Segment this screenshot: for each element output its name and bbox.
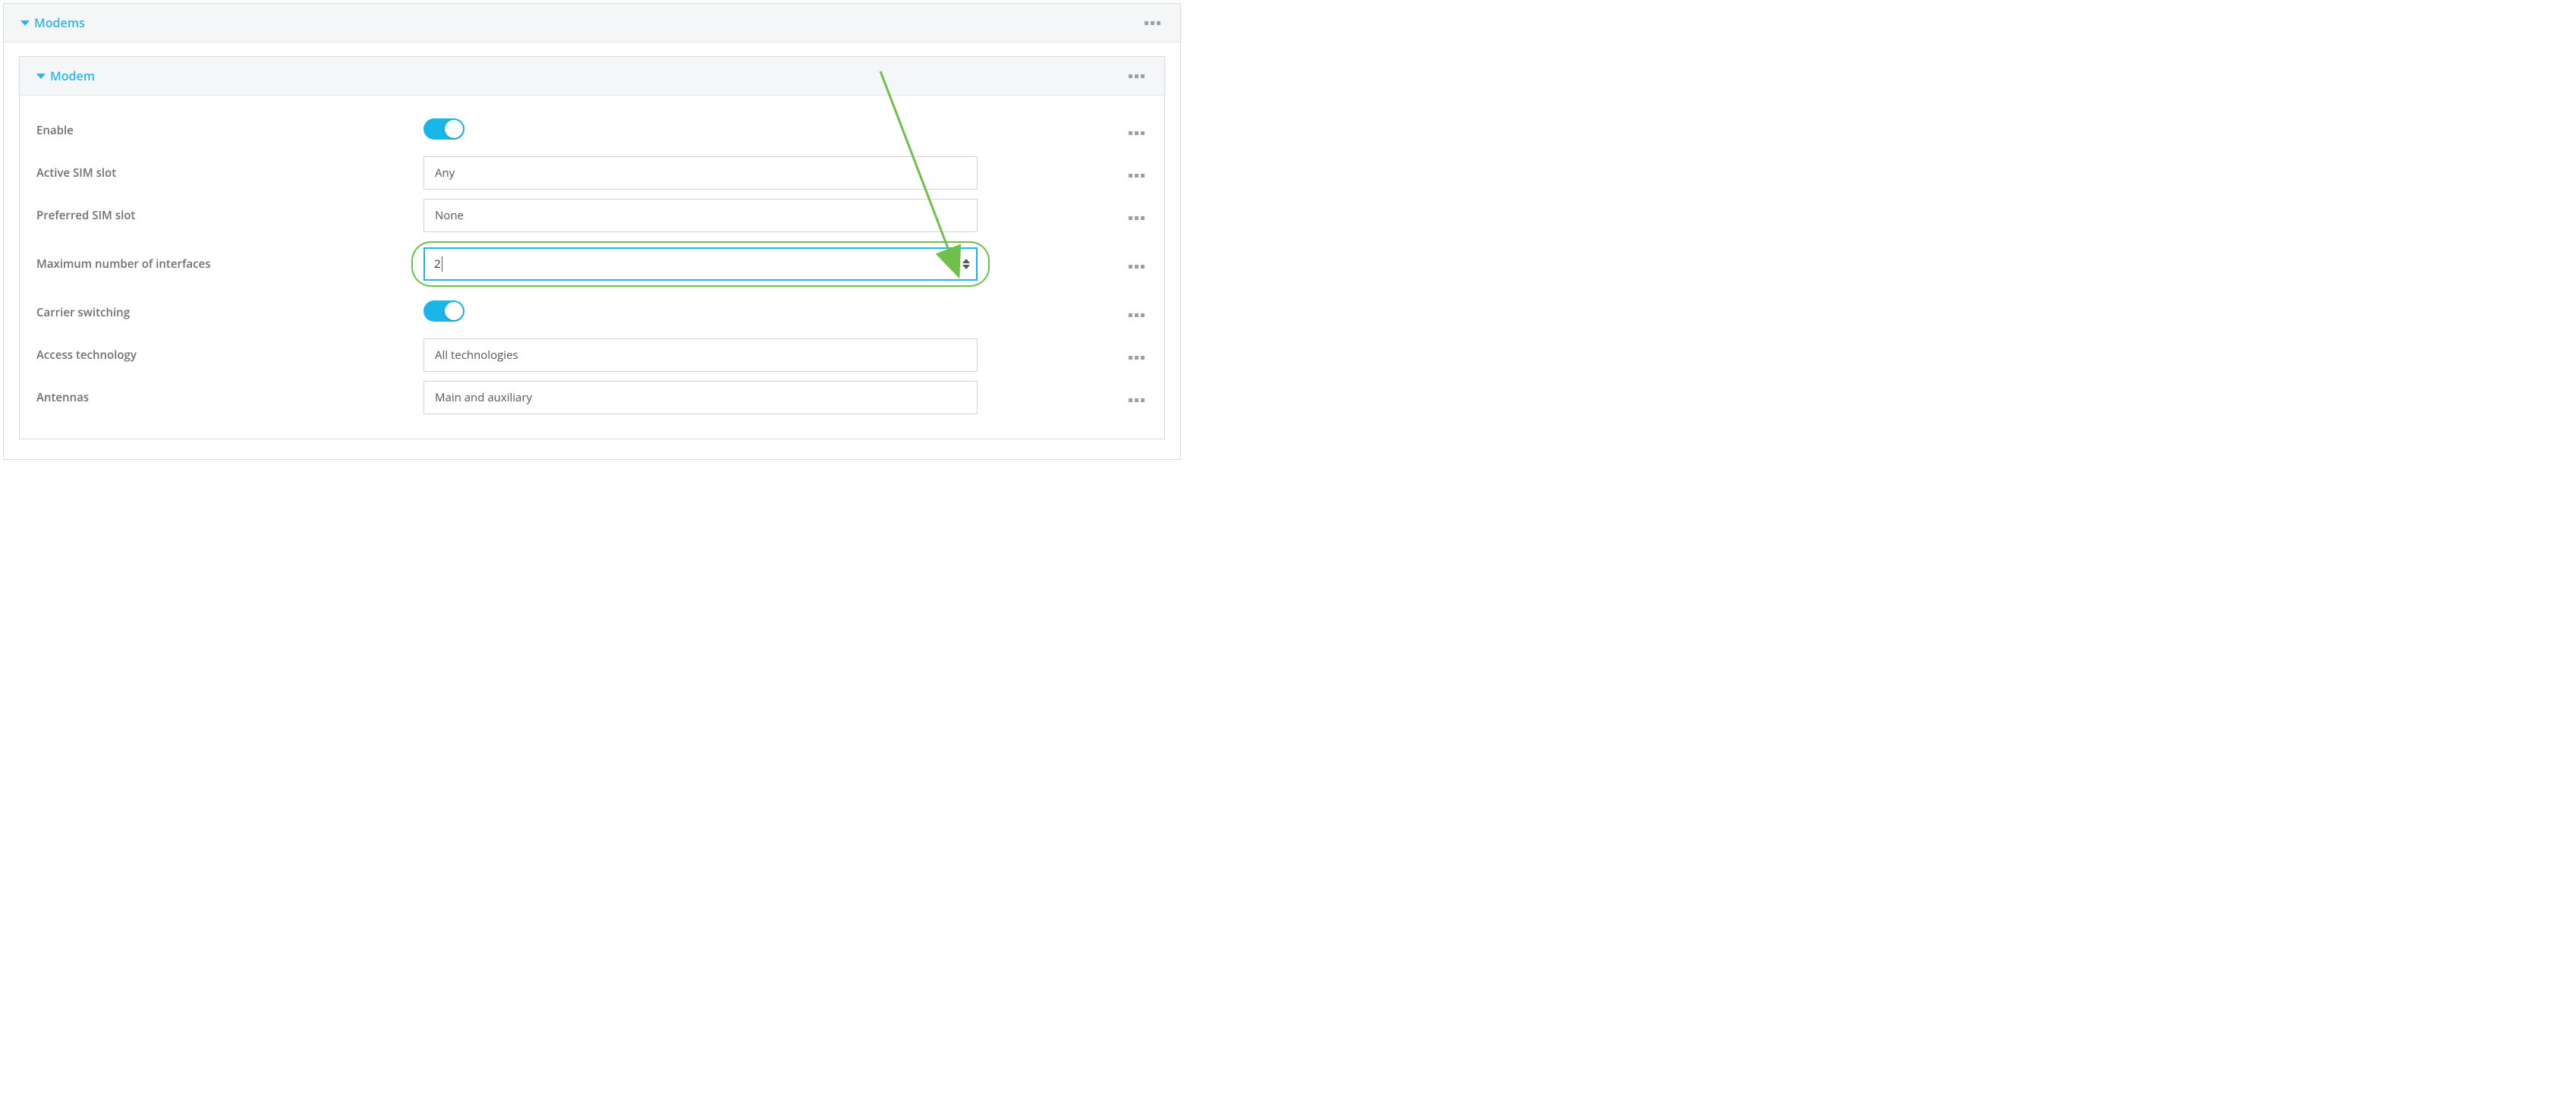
toggle-knob-icon [445,302,463,320]
row-access-tech-menu-icon[interactable] [1126,353,1148,363]
row-active-sim: Active SIM slot Any [36,152,1148,194]
modem-panel-title: Modem [50,68,95,84]
row-enable: Enable [36,109,1148,152]
label-active-sim: Active SIM slot [36,165,424,181]
row-enable-menu-icon[interactable] [1126,128,1148,138]
active-sim-select[interactable]: Any [424,156,978,190]
modems-panel-title: Modems [34,14,85,31]
access-tech-value: All technologies [435,347,518,363]
modems-panel-title-group: Modems [20,14,85,31]
control-enable [424,118,978,143]
row-preferred-sim-menu-icon[interactable] [1126,213,1148,223]
disclosure-down-icon [36,74,46,79]
modem-panel-title-group: Modem [36,68,95,84]
label-carrier-switching: Carrier switching [36,305,424,320]
row-carrier-switching: Carrier switching [36,291,1148,334]
carrier-switching-toggle[interactable] [424,300,464,322]
stepper-down-icon[interactable] [962,265,970,269]
toggle-knob-icon [445,120,463,138]
row-antennas-menu-icon[interactable] [1126,395,1148,405]
modem-form: Enable Active SIM slot [20,96,1164,439]
enable-toggle[interactable] [424,118,464,140]
label-access-tech: Access technology [36,347,424,363]
access-tech-select[interactable]: All technologies [424,338,978,372]
label-max-interfaces: Maximum number of interfaces [36,256,424,272]
label-preferred-sim: Preferred SIM slot [36,208,424,223]
preferred-sim-select[interactable]: None [424,199,978,232]
row-carrier-switching-menu-icon[interactable] [1126,310,1148,320]
stepper-up-icon[interactable] [962,259,970,263]
preferred-sim-value: None [435,208,464,223]
quantity-stepper [961,257,972,271]
modem-panel-menu-icon[interactable] [1126,71,1148,81]
label-enable: Enable [36,123,424,138]
modems-panel-header[interactable]: Modems [4,4,1180,42]
screen-root: Modems Modem [0,3,1184,460]
disclosure-down-icon [20,20,30,26]
max-interfaces-input[interactable]: 2 [424,247,978,281]
active-sim-value: Any [435,165,455,181]
max-interfaces-value: 2 [434,256,441,272]
row-antennas: Antennas Main and auxiliary [36,376,1148,419]
modems-panel: Modems Modem [3,3,1181,460]
antennas-value: Main and auxiliary [435,390,532,405]
modems-panel-body: Modem Enable [4,42,1180,459]
row-preferred-sim: Preferred SIM slot None [36,194,1148,237]
row-max-interfaces: Maximum number of interfaces 2 [36,237,1148,291]
row-max-interfaces-menu-icon[interactable] [1126,262,1148,272]
antennas-select[interactable]: Main and auxiliary [424,381,978,414]
row-active-sim-menu-icon[interactable] [1126,171,1148,181]
label-antennas: Antennas [36,390,424,405]
max-interfaces-highlight: 2 [411,241,990,287]
modems-panel-menu-icon[interactable] [1142,18,1164,28]
row-access-tech: Access technology All technologies [36,334,1148,376]
modem-panel: Modem Enable [19,56,1165,439]
modem-panel-header[interactable]: Modem [20,57,1164,96]
